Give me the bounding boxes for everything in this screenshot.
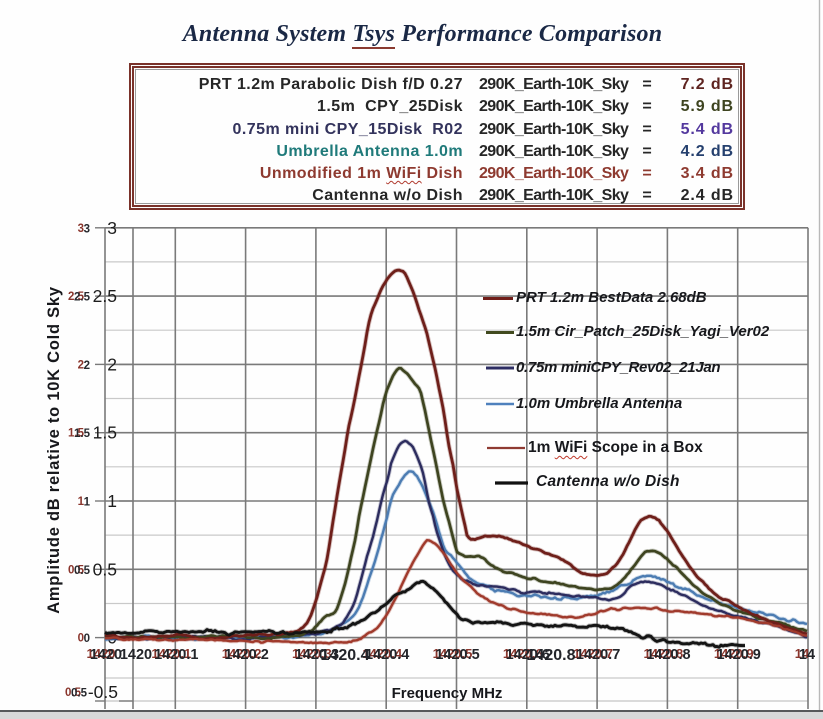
svg-text:1420.4: 1420.4	[365, 647, 409, 663]
svg-text:2: 2	[84, 360, 90, 372]
svg-text:1.5: 1.5	[74, 428, 91, 440]
svg-text:2: 2	[107, 354, 117, 374]
svg-text:2.5: 2.5	[74, 292, 91, 304]
svg-text:3: 3	[84, 223, 90, 235]
svg-text:1.5: 1.5	[93, 423, 117, 443]
svg-text:1420.9: 1420.9	[714, 646, 754, 661]
svg-text:14: 14	[799, 647, 815, 663]
svg-text:Amplitude dB relative to 10K: Amplitude dB relative to 10K Cold Sky	[45, 286, 63, 614]
svg-text:14: 14	[795, 646, 810, 661]
svg-text:1420.6: 1420.6	[503, 646, 543, 661]
svg-text:2.5: 2.5	[93, 286, 117, 306]
svg-text:1420.8: 1420.8	[527, 647, 576, 664]
svg-text:1.5: 1.5	[68, 428, 85, 440]
svg-text:1420: 1420	[120, 647, 152, 663]
svg-text:0.5: 0.5	[74, 565, 91, 577]
svg-text:1420.3: 1420.3	[295, 647, 339, 663]
svg-text:3: 3	[107, 218, 117, 238]
svg-text:1420.6: 1420.6	[506, 647, 550, 663]
svg-text:1420: 1420	[90, 647, 122, 663]
svg-text:1420.4: 1420.4	[362, 646, 403, 661]
svg-text:1420.8: 1420.8	[646, 647, 690, 663]
svg-text:1420.4: 1420.4	[321, 647, 370, 664]
svg-text:1420.7: 1420.7	[576, 647, 620, 663]
svg-text:1420.8: 1420.8	[644, 646, 684, 661]
svg-text:-0.5: -0.5	[88, 682, 118, 702]
svg-text:0.5: 0.5	[71, 688, 88, 700]
svg-text:2: 2	[78, 359, 84, 371]
svg-text:1420.1: 1420.1	[154, 647, 198, 663]
svg-text:1420: 1420	[87, 646, 116, 661]
svg-text:0.5: 0.5	[68, 564, 85, 576]
svg-text:1420.7: 1420.7	[573, 646, 613, 661]
svg-text:1420.5: 1420.5	[435, 647, 479, 663]
svg-text:3: 3	[78, 223, 84, 235]
svg-text:1420.1: 1420.1	[151, 646, 191, 661]
svg-text:1420.2: 1420.2	[222, 646, 262, 661]
svg-text:0: 0	[78, 633, 84, 645]
svg-text:Frequency MHz: Frequency MHz	[392, 685, 503, 702]
svg-text:1: 1	[84, 497, 91, 509]
svg-text:1420.5: 1420.5	[433, 646, 473, 661]
svg-text:1420.2: 1420.2	[224, 647, 268, 663]
svg-text:0.5: 0.5	[65, 687, 82, 699]
svg-text:2.5: 2.5	[68, 291, 85, 303]
svg-text:1420.9: 1420.9	[717, 647, 761, 663]
svg-text:1420.3: 1420.3	[292, 646, 332, 661]
svg-text:0.5: 0.5	[93, 559, 117, 579]
svg-text:1: 1	[78, 496, 85, 508]
svg-text:0: 0	[84, 633, 90, 645]
svg-text:1: 1	[107, 491, 117, 511]
